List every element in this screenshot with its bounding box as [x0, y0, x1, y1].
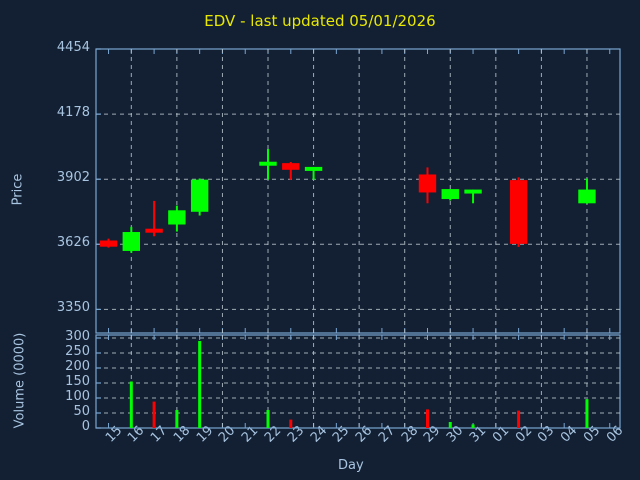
- candle-body: [145, 228, 163, 233]
- candle-body: [578, 189, 596, 204]
- candle-body: [122, 232, 141, 251]
- chart-title: EDV - last updated 05/01/2026: [204, 12, 436, 30]
- candle-body: [282, 163, 300, 170]
- volume-tick-label: 150: [65, 374, 90, 389]
- candle-body: [190, 179, 209, 212]
- price-tick-label: 4178: [56, 105, 90, 121]
- volume-tick-label: 200: [65, 359, 90, 374]
- candle-body: [304, 166, 323, 171]
- volume-plot-frame: [95, 334, 621, 429]
- volume-tick-label: 50: [73, 404, 90, 419]
- price-tick-label: 3626: [56, 235, 90, 251]
- price-tick-label: 3902: [56, 170, 90, 186]
- volume-tick-label: 250: [65, 344, 90, 359]
- candle-body: [99, 240, 118, 247]
- volume-tick-label: 300: [65, 329, 90, 344]
- volume-tick-label: 100: [65, 389, 90, 404]
- price-tick-label: 4454: [56, 40, 90, 55]
- volume-tick-label: 0: [81, 419, 90, 434]
- candle-body: [441, 189, 459, 200]
- day-axis-label: Day: [338, 458, 364, 473]
- candle-body: [168, 210, 186, 225]
- candle-body: [464, 189, 482, 194]
- candle-body: [259, 161, 277, 166]
- candle-body: [509, 180, 528, 244]
- price-plot-frame: [95, 48, 621, 334]
- price-tick-label: 3350: [56, 300, 90, 316]
- candle-body: [418, 174, 437, 193]
